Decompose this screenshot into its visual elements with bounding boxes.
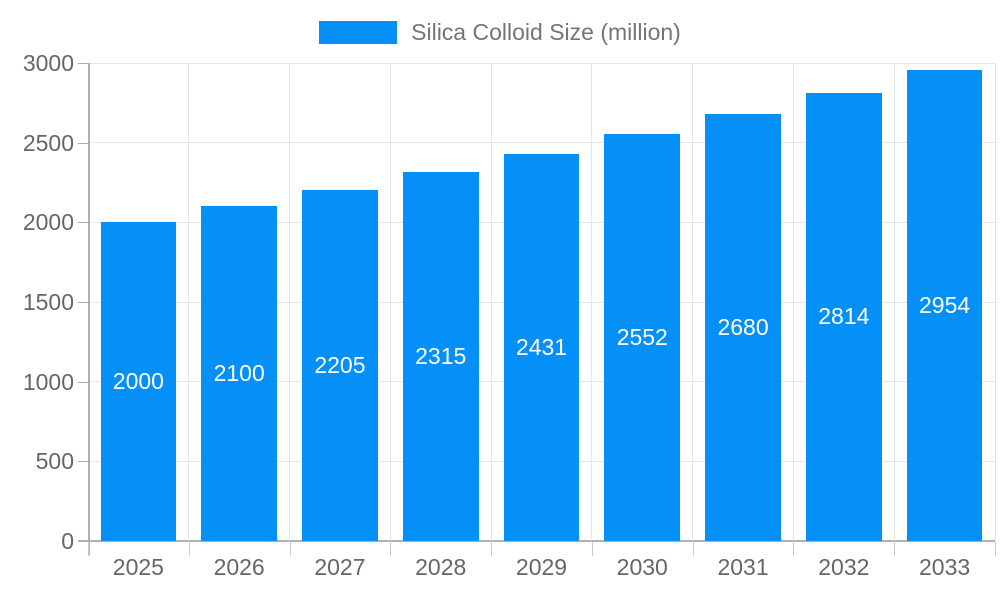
bar[interactable]: 2315 bbox=[402, 172, 479, 541]
bar[interactable]: 2552 bbox=[604, 134, 681, 541]
x-tick-mark bbox=[591, 542, 593, 556]
bar[interactable]: 2205 bbox=[302, 189, 378, 541]
x-axis-tick-label: 2025 bbox=[112, 554, 164, 580]
x-tick-mark bbox=[491, 542, 493, 556]
x-tick-mark bbox=[692, 542, 694, 556]
vertical-gridline bbox=[591, 63, 593, 541]
bar-value-label: 2315 bbox=[415, 343, 467, 370]
y-axis-tick-label: 2500 bbox=[22, 129, 74, 156]
x-axis-tick-label: 2030 bbox=[616, 554, 668, 580]
x-tick-mark bbox=[894, 542, 896, 556]
bar-value-label: 2431 bbox=[515, 333, 568, 360]
x-axis-tick-label: 2032 bbox=[818, 554, 870, 580]
bar[interactable]: 2000 bbox=[100, 222, 177, 541]
y-tick-mark bbox=[78, 461, 88, 463]
vertical-gridline bbox=[692, 63, 694, 541]
horizontal-gridline bbox=[88, 142, 995, 144]
bar[interactable]: 2431 bbox=[503, 153, 580, 541]
vertical-gridline bbox=[188, 63, 190, 541]
x-axis-tick-label: 2028 bbox=[415, 554, 467, 580]
bar-value-label: 2100 bbox=[213, 360, 265, 387]
x-tick-mark bbox=[390, 542, 392, 556]
bar-value-label: 2680 bbox=[717, 314, 769, 340]
x-tick-mark bbox=[88, 542, 89, 556]
y-axis-tick-label: 2000 bbox=[22, 209, 74, 236]
y-tick-mark bbox=[78, 381, 88, 383]
y-tick-mark bbox=[78, 541, 88, 542]
x-axis-tick-label: 2031 bbox=[717, 554, 769, 580]
vertical-gridline bbox=[994, 63, 996, 541]
bar[interactable]: 2954 bbox=[906, 70, 983, 541]
vertical-gridline bbox=[792, 63, 794, 541]
bar[interactable]: 2814 bbox=[806, 92, 882, 541]
bar[interactable]: 2680 bbox=[705, 114, 781, 541]
y-axis-tick-label: 3000 bbox=[22, 50, 74, 76]
y-tick-mark bbox=[78, 63, 88, 64]
y-axis-tick-label: 0 bbox=[61, 528, 74, 554]
y-axis-tick-label: 1500 bbox=[22, 289, 74, 315]
y-axis-line bbox=[88, 63, 90, 555]
legend-label: Silica Colloid Size (million) bbox=[411, 18, 681, 45]
y-axis-tick-label: 500 bbox=[35, 448, 74, 475]
vertical-gridline bbox=[490, 63, 492, 541]
plot-area: 2000 2100 2205 2315 2431 2552 2680 2814 2954 bbox=[88, 62, 996, 541]
vertical-gridline bbox=[893, 63, 895, 541]
x-axis-tick-label: 2027 bbox=[314, 554, 366, 580]
horizontal-gridline bbox=[88, 62, 995, 64]
x-tick-mark bbox=[995, 542, 996, 556]
bar-value-label: 2552 bbox=[616, 324, 668, 351]
x-axis-tick-label: 2033 bbox=[919, 554, 971, 580]
legend-swatch bbox=[319, 20, 398, 44]
x-axis-tick-label: 2026 bbox=[213, 554, 265, 580]
vertical-gridline bbox=[289, 63, 291, 541]
x-tick-mark bbox=[289, 542, 291, 556]
y-axis-tick-label: 1000 bbox=[22, 368, 74, 395]
vertical-gridline bbox=[389, 63, 391, 541]
bar-value-label: 2205 bbox=[314, 351, 366, 378]
x-axis-line bbox=[78, 540, 995, 542]
x-tick-mark bbox=[793, 542, 795, 556]
x-axis-tick-label: 2029 bbox=[515, 554, 568, 580]
bar[interactable]: 2100 bbox=[201, 206, 277, 541]
bar-value-label: 2954 bbox=[919, 292, 971, 319]
bar-value-label: 2000 bbox=[112, 368, 164, 395]
y-tick-mark bbox=[78, 302, 88, 303]
x-tick-mark bbox=[188, 542, 190, 556]
y-tick-mark bbox=[78, 222, 88, 224]
bar-value-label: 2814 bbox=[818, 303, 870, 330]
chart-legend[interactable]: Silica Colloid Size (million) bbox=[0, 14, 1000, 50]
y-tick-mark bbox=[78, 142, 88, 144]
